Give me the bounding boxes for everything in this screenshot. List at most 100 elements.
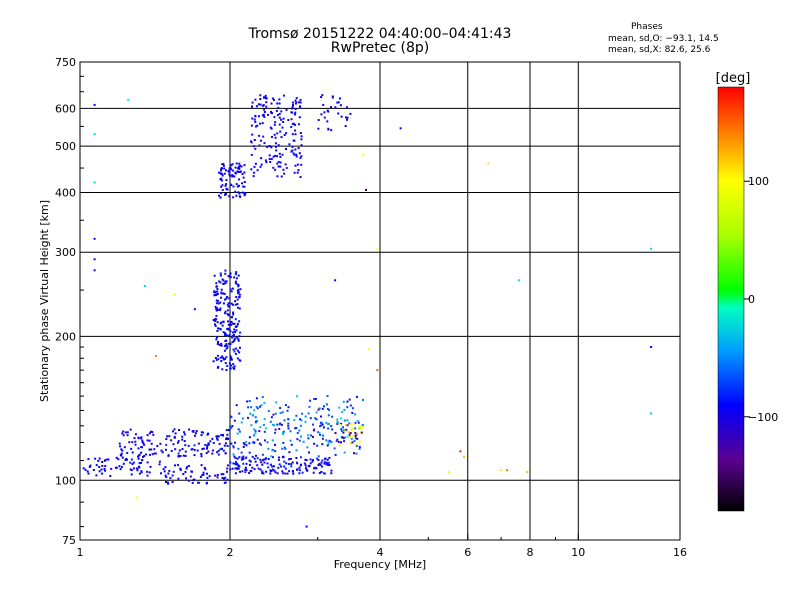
echo-point xyxy=(358,427,361,430)
echo-point xyxy=(274,121,277,124)
echo-point xyxy=(227,429,230,431)
echo-point xyxy=(237,464,240,467)
echo-point xyxy=(340,115,343,118)
echo-point xyxy=(284,163,287,166)
echo-point xyxy=(322,434,324,437)
echo-point xyxy=(344,436,347,439)
echo-point xyxy=(126,431,129,434)
echo-point xyxy=(221,447,223,450)
echo-point xyxy=(348,422,351,425)
echo-point xyxy=(259,103,262,106)
echo-point xyxy=(287,422,290,425)
echo-point xyxy=(174,448,177,451)
echo-point xyxy=(130,469,133,472)
echo-point xyxy=(273,133,276,136)
echo-point xyxy=(160,472,162,475)
echo-point xyxy=(220,179,223,182)
echo-point xyxy=(268,145,271,147)
echo-point xyxy=(295,427,298,429)
echo-point xyxy=(326,444,329,447)
echo-point xyxy=(93,133,96,136)
echo-point xyxy=(178,429,180,431)
echo-point xyxy=(300,463,302,466)
echo-point xyxy=(463,455,466,458)
echo-point xyxy=(291,133,294,136)
echo-point xyxy=(205,452,208,455)
echo-point xyxy=(220,291,223,294)
echo-point xyxy=(306,446,309,449)
echo-point xyxy=(283,172,286,175)
echo-point xyxy=(303,462,306,465)
echo-point xyxy=(276,162,279,165)
echo-point xyxy=(242,185,245,188)
echo-point xyxy=(104,469,107,472)
echo-point xyxy=(229,183,232,186)
echo-point xyxy=(239,359,242,362)
echo-point xyxy=(331,96,334,99)
echo-point xyxy=(282,117,285,120)
echo-point xyxy=(215,299,218,302)
echo-point xyxy=(149,430,152,433)
echo-point xyxy=(271,97,274,100)
echo-point xyxy=(206,472,208,475)
y-tick-label: 400 xyxy=(55,186,76,199)
echo-point xyxy=(258,144,261,147)
echo-point xyxy=(204,468,207,471)
echo-point xyxy=(248,472,251,474)
echo-point xyxy=(351,407,354,410)
echo-point xyxy=(234,300,237,303)
echo-point xyxy=(260,163,263,166)
echo-point xyxy=(225,193,228,196)
echo-point xyxy=(231,163,234,166)
echo-point xyxy=(265,470,268,473)
echo-point xyxy=(283,465,286,468)
echo-point xyxy=(349,435,352,438)
echo-point xyxy=(202,447,205,450)
echo-point xyxy=(339,104,342,107)
echo-point xyxy=(135,467,138,470)
echo-point xyxy=(221,174,224,177)
echo-point xyxy=(327,442,330,445)
echo-point xyxy=(278,427,281,430)
echo-point xyxy=(285,167,288,169)
echo-point xyxy=(265,161,268,164)
echo-point xyxy=(325,463,328,466)
echo-point xyxy=(282,441,285,444)
echo-point xyxy=(236,325,239,328)
echo-point xyxy=(238,412,241,415)
echo-point xyxy=(252,175,255,178)
echo-point xyxy=(136,469,139,472)
echo-point xyxy=(295,449,298,452)
echo-point xyxy=(254,416,257,419)
echo-point xyxy=(238,456,241,459)
echo-point xyxy=(309,417,312,420)
echo-point xyxy=(248,442,251,445)
echo-point xyxy=(278,463,281,466)
echo-point xyxy=(256,169,259,172)
echo-point xyxy=(219,328,222,331)
echo-point xyxy=(355,443,358,446)
echo-point xyxy=(224,452,227,455)
echo-point xyxy=(219,196,222,199)
echo-point xyxy=(235,352,237,355)
echo-point xyxy=(353,452,355,455)
echo-point xyxy=(230,364,232,367)
echo-point xyxy=(120,465,123,468)
echo-point xyxy=(238,162,241,165)
echo-point xyxy=(355,395,358,398)
y-tick-label: 200 xyxy=(55,330,76,343)
echo-point xyxy=(226,346,229,349)
echo-point xyxy=(243,192,246,195)
echo-point xyxy=(293,139,296,142)
echo-point xyxy=(230,426,233,429)
echo-point xyxy=(221,355,224,358)
echo-point xyxy=(318,472,321,475)
echo-point xyxy=(220,342,223,345)
echo-point xyxy=(336,101,339,104)
echo-point xyxy=(248,436,251,439)
echo-point xyxy=(235,194,238,197)
echo-point xyxy=(199,476,202,478)
echo-point xyxy=(220,344,223,347)
echo-point xyxy=(300,163,303,166)
echo-point xyxy=(114,466,117,469)
